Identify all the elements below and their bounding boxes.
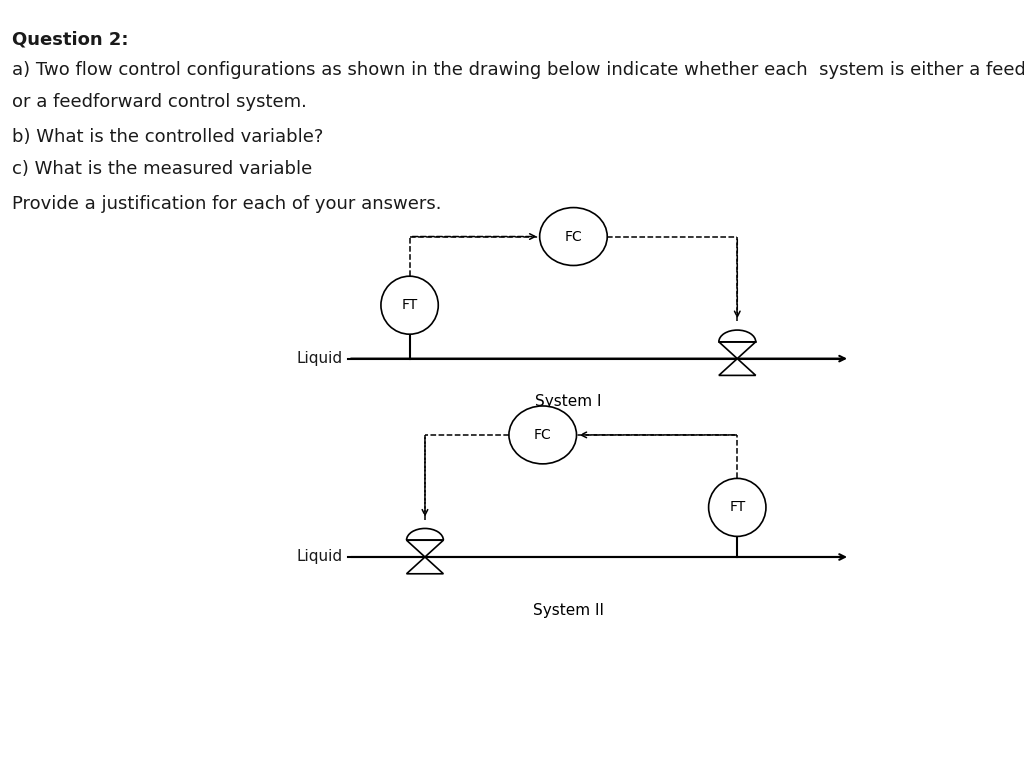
Text: Question 2:: Question 2: [12, 31, 129, 49]
Ellipse shape [540, 208, 607, 266]
Text: FC: FC [564, 230, 583, 243]
Ellipse shape [381, 276, 438, 334]
Text: System II: System II [532, 603, 604, 618]
Text: c) What is the measured variable: c) What is the measured variable [12, 160, 312, 179]
Ellipse shape [709, 478, 766, 536]
Text: FT: FT [729, 501, 745, 514]
Text: b) What is the controlled variable?: b) What is the controlled variable? [12, 128, 324, 146]
Ellipse shape [509, 406, 577, 464]
Polygon shape [719, 359, 756, 375]
Text: a) Two flow control configurations as shown in the drawing below indicate whethe: a) Two flow control configurations as sh… [12, 61, 1024, 79]
Text: Liquid: Liquid [297, 549, 343, 565]
Text: or a feedforward control system.: or a feedforward control system. [12, 93, 307, 111]
Text: Liquid: Liquid [297, 351, 343, 366]
Polygon shape [719, 342, 756, 359]
Text: System I: System I [536, 394, 601, 410]
Text: Provide a justification for each of your answers.: Provide a justification for each of your… [12, 195, 441, 213]
Polygon shape [407, 540, 443, 557]
Text: FC: FC [534, 428, 552, 442]
Text: FT: FT [401, 298, 418, 312]
Polygon shape [407, 557, 443, 574]
